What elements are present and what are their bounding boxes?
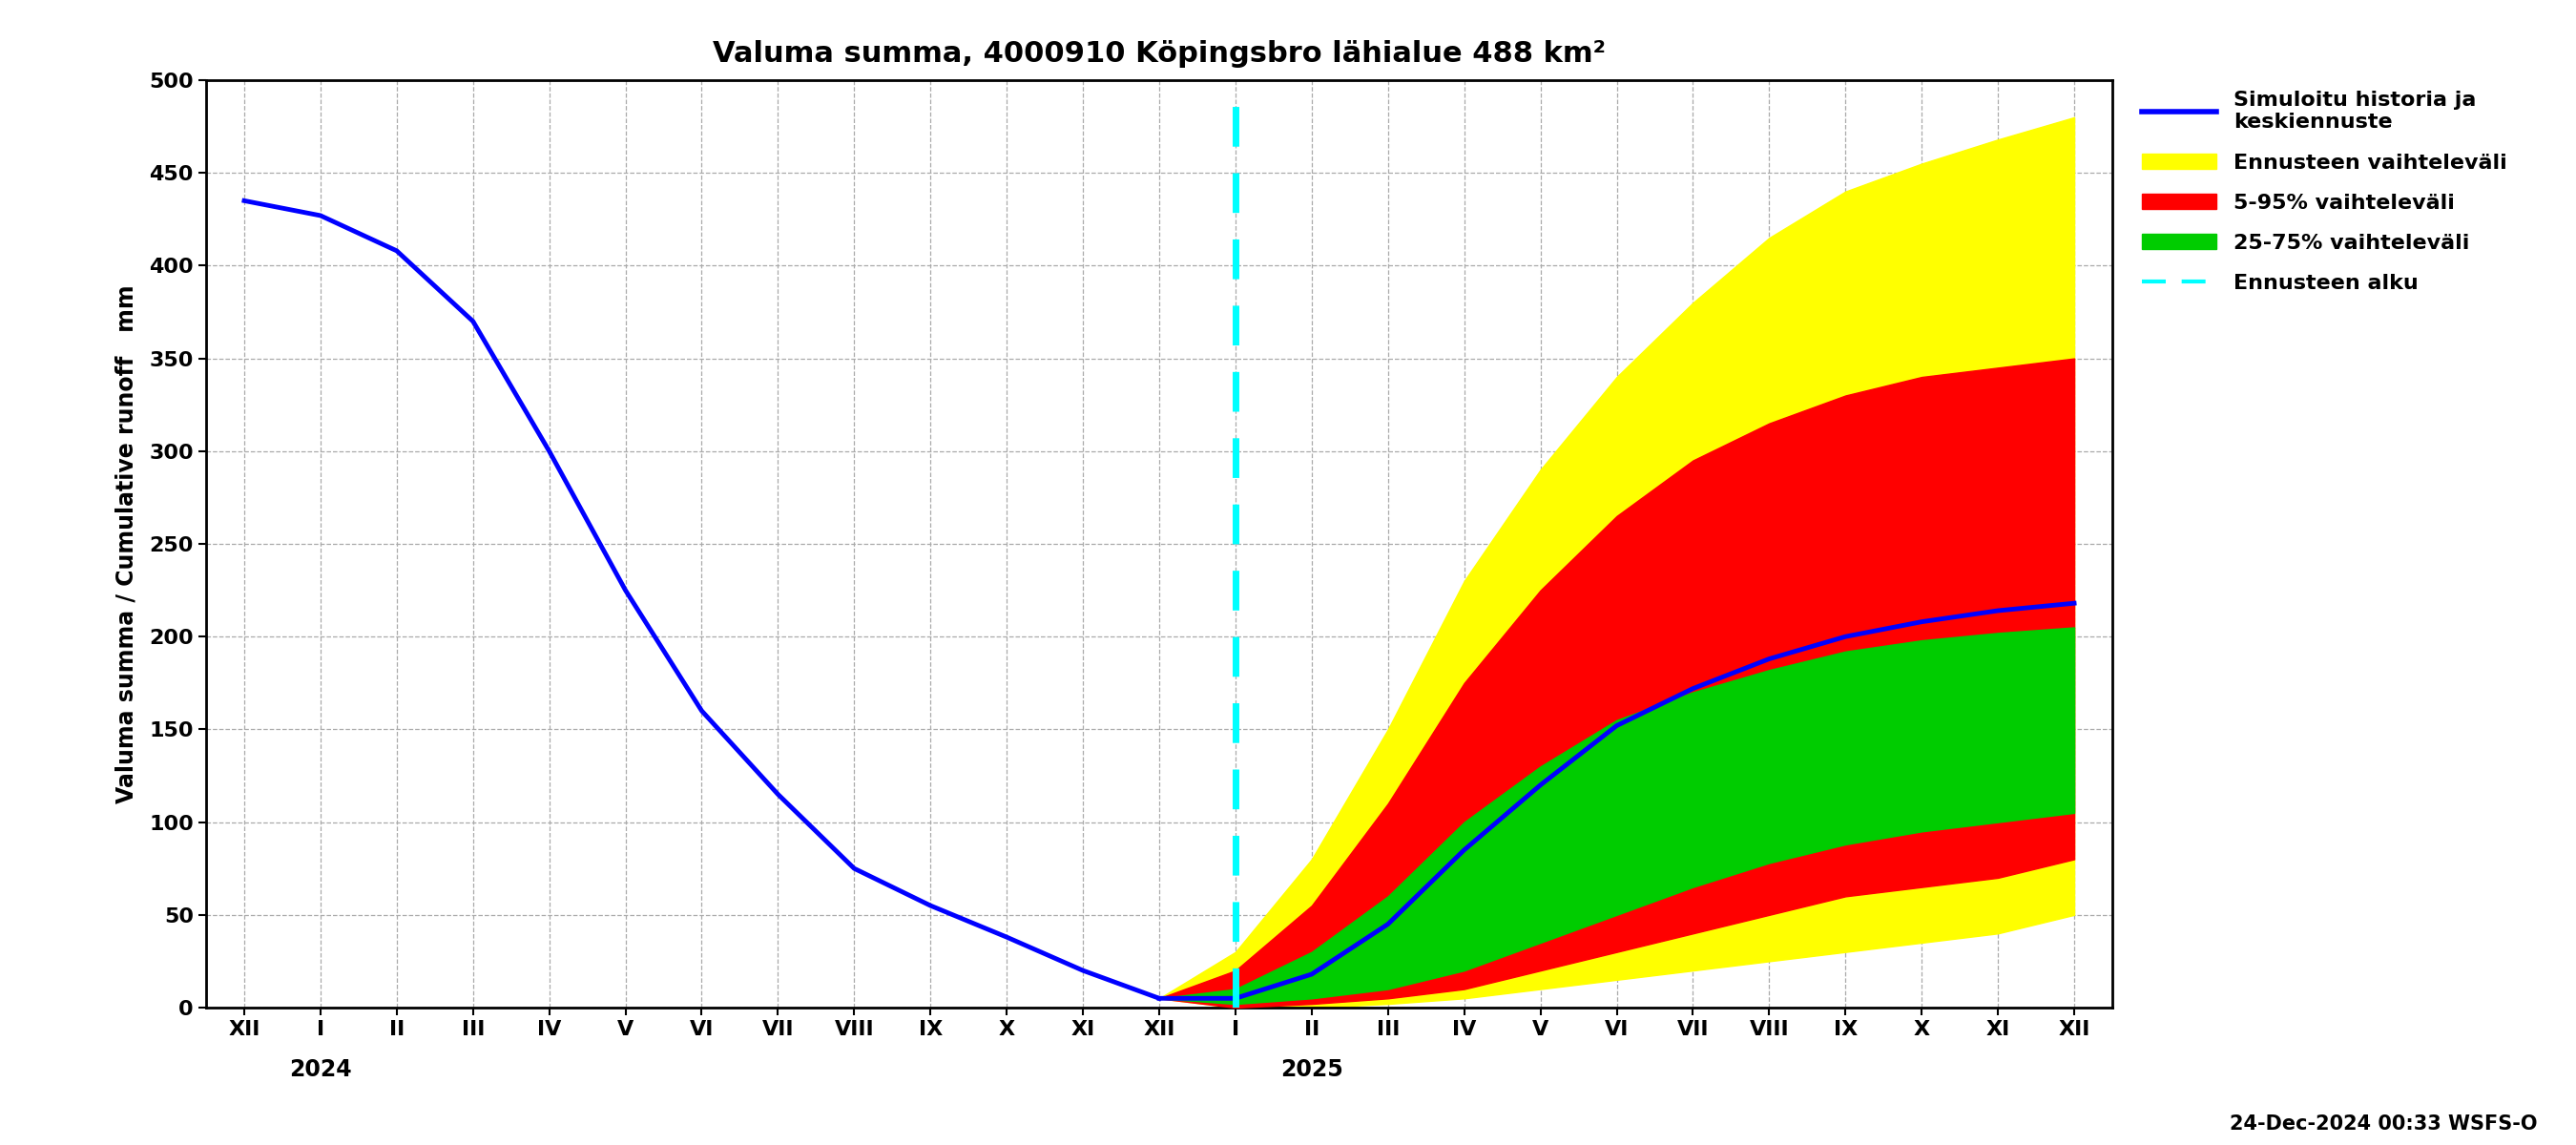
Text: 2024: 2024	[289, 1058, 353, 1081]
Text: 24-Dec-2024 00:33 WSFS-O: 24-Dec-2024 00:33 WSFS-O	[2231, 1114, 2537, 1134]
Legend: Simuloitu historia ja
keskiennuste, Ennusteen vaihteleväli, 5-95% vaihteleväli, : Simuloitu historia ja keskiennuste, Ennu…	[2143, 90, 2506, 293]
Text: 2025: 2025	[1280, 1058, 1342, 1081]
Y-axis label: Valuma summa / Cumulative runoff   mm: Valuma summa / Cumulative runoff mm	[116, 284, 139, 804]
Title: Valuma summa, 4000910 Köpingsbro lähialue 488 km²: Valuma summa, 4000910 Köpingsbro lähialu…	[714, 40, 1605, 68]
